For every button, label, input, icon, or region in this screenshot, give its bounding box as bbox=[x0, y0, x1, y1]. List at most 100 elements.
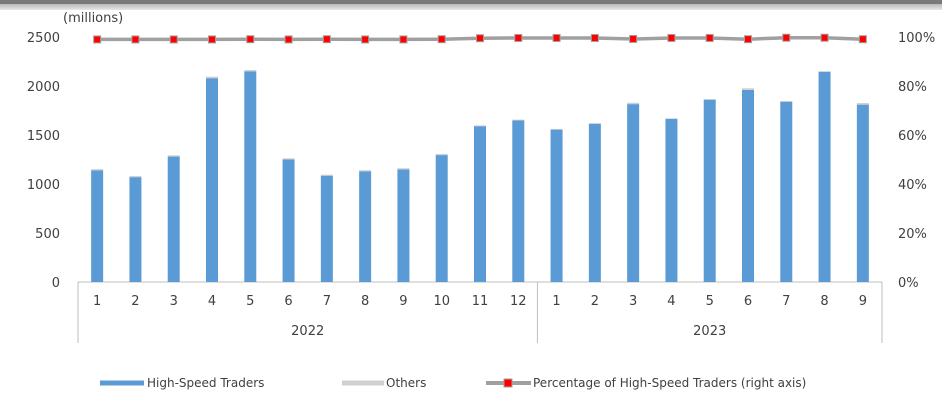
x-tick-label: 1 bbox=[93, 294, 101, 309]
x-tick-label: 12 bbox=[510, 294, 527, 309]
bar-others bbox=[244, 70, 257, 72]
percentage-marker bbox=[590, 33, 599, 42]
percentage-marker bbox=[514, 33, 523, 42]
percentage-marker bbox=[744, 35, 752, 44]
bar-high-speed bbox=[206, 78, 218, 282]
bar-high-speed bbox=[397, 169, 410, 282]
left-tick-label: 1500 bbox=[27, 129, 60, 144]
bar-others bbox=[91, 169, 104, 171]
bar-others bbox=[588, 123, 601, 124]
left-tick-label: 500 bbox=[35, 227, 60, 242]
x-tick-label: 7 bbox=[782, 294, 790, 309]
bar-high-speed bbox=[167, 156, 180, 282]
x-tick-label: 8 bbox=[820, 294, 828, 309]
percentage-marker bbox=[284, 35, 293, 44]
bar-others bbox=[818, 71, 831, 72]
right-tick-label: 20% bbox=[898, 227, 927, 242]
right-tick-label: 100% bbox=[898, 31, 935, 46]
bars bbox=[91, 70, 869, 283]
bar-high-speed bbox=[665, 118, 678, 282]
percentage-marker bbox=[399, 35, 408, 44]
bar-high-speed bbox=[588, 123, 601, 282]
x-tick-label: 5 bbox=[246, 294, 254, 309]
x-group-label: 2022 bbox=[291, 324, 324, 339]
legend-label-percentage: Percentage of High-Speed Traders (right … bbox=[533, 376, 806, 390]
percentage-marker bbox=[322, 35, 331, 44]
x-tick-label: 2 bbox=[131, 294, 139, 309]
percentage-marker bbox=[476, 34, 484, 43]
x-tick-label: 4 bbox=[667, 294, 675, 309]
bar-high-speed bbox=[856, 104, 869, 283]
bar-high-speed bbox=[129, 177, 142, 282]
x-tick-label: 2 bbox=[591, 294, 599, 309]
bar-others bbox=[474, 125, 486, 127]
bar-others bbox=[282, 158, 295, 160]
percentage-marker bbox=[246, 35, 255, 44]
x-tick-label: 3 bbox=[170, 294, 178, 309]
window-top-border-cap bbox=[0, 0, 942, 4]
x-tick-label: 9 bbox=[859, 294, 867, 309]
bar-others bbox=[703, 99, 716, 100]
bar-high-speed bbox=[244, 71, 257, 282]
bar-high-speed bbox=[320, 175, 333, 282]
bar-others bbox=[167, 155, 180, 157]
left-tick-label: 1000 bbox=[27, 178, 60, 193]
bar-high-speed bbox=[742, 89, 754, 282]
percentage-marker bbox=[93, 35, 102, 44]
left-tick-label: 2000 bbox=[27, 80, 60, 95]
percentage-marker bbox=[131, 35, 140, 44]
bar-others bbox=[129, 176, 142, 178]
x-tick-label: 6 bbox=[744, 294, 752, 309]
percentage-marker bbox=[667, 33, 676, 42]
percentage-marker bbox=[629, 34, 638, 43]
bar-others bbox=[320, 174, 333, 176]
percentage-marker bbox=[208, 35, 216, 44]
window-top-border bbox=[0, 0, 942, 10]
percentage-marker bbox=[820, 33, 829, 42]
bar-high-speed bbox=[359, 171, 372, 282]
right-tick-label: 60% bbox=[898, 129, 927, 144]
bar-others bbox=[435, 153, 448, 156]
x-tick-label: 11 bbox=[472, 294, 489, 309]
percentage-marker bbox=[361, 35, 370, 44]
percentage-line bbox=[93, 33, 867, 44]
percentage-marker bbox=[858, 35, 867, 44]
left-axis-ticks: 0 500 1000 1500 2000 2500 bbox=[27, 31, 60, 291]
x-tick-label: 7 bbox=[323, 294, 331, 309]
bar-high-speed bbox=[780, 101, 793, 283]
right-tick-label: 40% bbox=[898, 178, 927, 193]
percentage-marker bbox=[552, 33, 561, 42]
left-tick-label: 0 bbox=[52, 276, 60, 291]
bar-others bbox=[359, 170, 372, 172]
percentage-marker bbox=[782, 33, 791, 42]
x-tick-label: 5 bbox=[706, 294, 714, 309]
percentage-marker bbox=[705, 33, 714, 42]
bar-high-speed bbox=[818, 71, 831, 282]
bar-high-speed bbox=[550, 129, 563, 282]
x-tick-label: 6 bbox=[284, 294, 292, 309]
x-tick-label: 4 bbox=[208, 294, 216, 309]
x-group-label: 2023 bbox=[693, 324, 726, 339]
x-tick-label: 10 bbox=[433, 294, 450, 309]
bar-high-speed bbox=[435, 155, 448, 282]
bar-others bbox=[397, 168, 410, 170]
percentage-marker bbox=[437, 35, 446, 44]
x-tick-label: 8 bbox=[361, 294, 369, 309]
bar-others bbox=[780, 101, 793, 102]
right-axis-ticks: 0% 20% 40% 60% 80% 100% bbox=[898, 31, 935, 291]
legend-swatch-percentage-marker bbox=[503, 378, 513, 388]
x-tick-label: 3 bbox=[629, 294, 637, 309]
bar-high-speed bbox=[282, 159, 295, 282]
x-tick-label: 9 bbox=[399, 294, 407, 309]
right-tick-label: 0% bbox=[898, 276, 919, 291]
bar-others bbox=[206, 76, 218, 79]
bar-others bbox=[742, 88, 754, 90]
unit-label: (millions) bbox=[63, 11, 123, 26]
right-tick-label: 80% bbox=[898, 80, 927, 95]
bar-others bbox=[856, 102, 869, 105]
bar-high-speed bbox=[91, 170, 104, 282]
bar-high-speed bbox=[512, 120, 525, 282]
percentage-marker bbox=[169, 35, 178, 44]
